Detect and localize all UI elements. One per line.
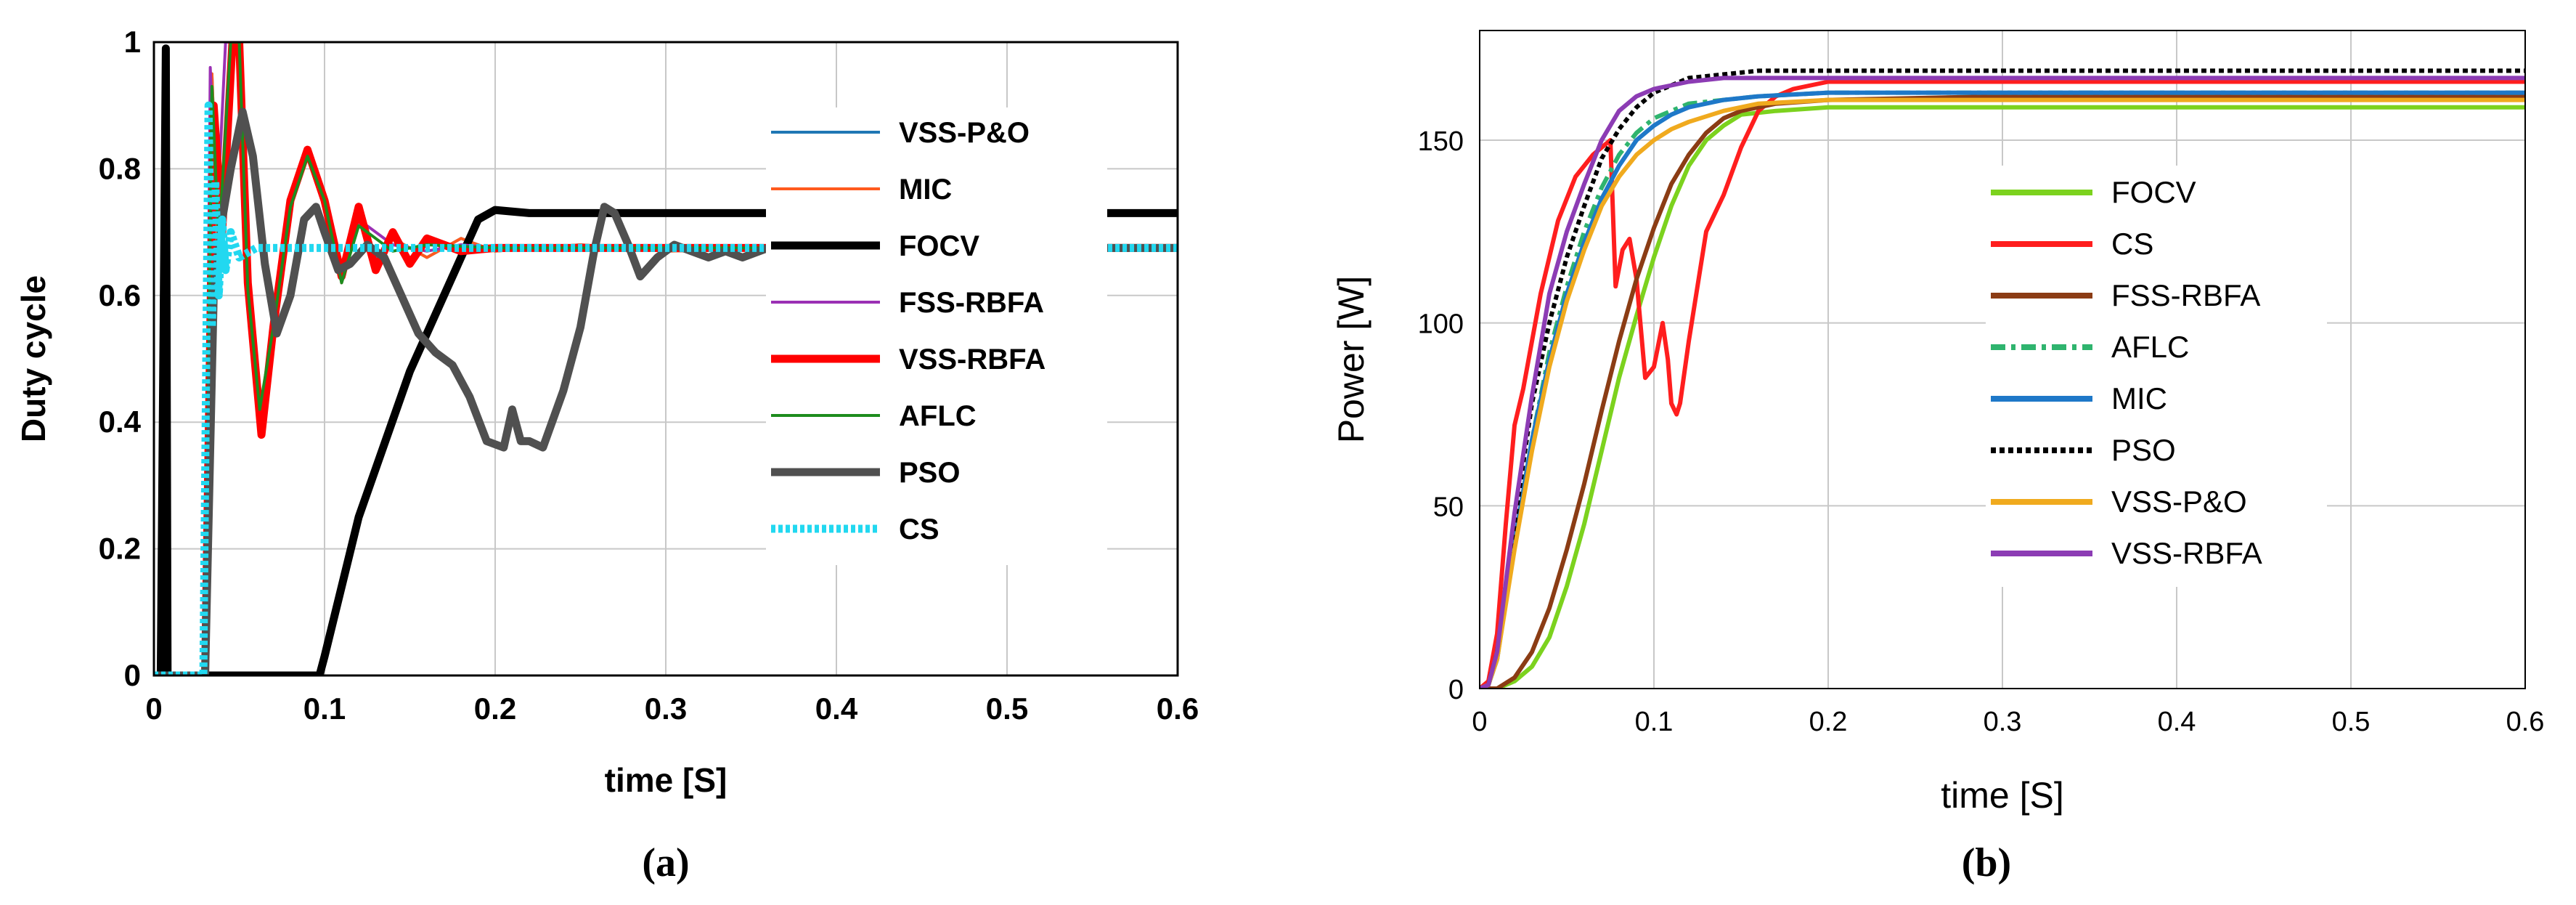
y-tick-label: 0.2 bbox=[99, 532, 141, 566]
plot-a-frame bbox=[152, 41, 1179, 677]
legend-label-aflc: AFLC bbox=[2111, 330, 2189, 364]
y-tick-label: 0.8 bbox=[99, 151, 141, 185]
legend-label-focv: FOCV bbox=[2111, 175, 2196, 209]
y-tick-label: 0 bbox=[1448, 675, 1464, 705]
plot-b-ticks: 0 0.1 0.2 0.3 0.4 0.5 0.6 0 50 100 150 bbox=[1418, 126, 2545, 737]
plot-a-ticks: 0 0.1 0.2 0.3 0.4 0.5 0.6 0 0.2 0.4 0.6 0.8 1 bbox=[99, 25, 1199, 726]
y-tick-label: 0.6 bbox=[99, 278, 141, 312]
x-tick-label: 0 bbox=[1472, 707, 1487, 737]
y-tick-label: 50 bbox=[1433, 492, 1464, 522]
legend-label-mic: MIC bbox=[2111, 381, 2167, 415]
legend-label-fss-rbfa: FSS-RBFA bbox=[899, 287, 1044, 319]
y-tick-label: 1 bbox=[124, 25, 141, 59]
plot-a-series bbox=[154, 42, 1178, 675]
y-tick-label: 0 bbox=[124, 658, 141, 692]
panel-a: VSS-P&OMICFOCVFSS-RBFAVSS-RBFAAFLCPSOCS … bbox=[15, 25, 1199, 885]
legend-b: FOCV CS FSS-RBFA AFLC MIC PSO VSS-P&O VSS-RBFA bbox=[1991, 175, 2262, 570]
x-tick-label: 0.4 bbox=[2158, 707, 2196, 737]
x-tick-label: 0.1 bbox=[303, 691, 346, 726]
plot-b-series bbox=[1480, 68, 2525, 689]
x-tick-label: 0.5 bbox=[2332, 707, 2371, 737]
series-line-focv bbox=[1480, 105, 2525, 689]
y-tick-label: 100 bbox=[1418, 309, 1464, 340]
x-tick-label: 0.4 bbox=[815, 691, 858, 726]
series-line-vss-pando bbox=[1480, 97, 2525, 689]
y-axis-label-a: Duty cycle bbox=[15, 275, 52, 442]
legend-label-aflc: AFLC bbox=[899, 400, 977, 432]
panel-b: FOCVCSFSS-RBFAAFLCMICPSOVSS-P&OVSS-RBFA … bbox=[1331, 30, 2545, 885]
y-tick-label: 0.4 bbox=[99, 405, 142, 439]
x-tick-label: 0.6 bbox=[1157, 691, 1199, 726]
x-tick-label: 0.3 bbox=[1984, 707, 2022, 737]
x-axis-label-b: time [S] bbox=[1941, 775, 2063, 816]
x-tick-label: 0.2 bbox=[1809, 707, 1848, 737]
series-line-cs bbox=[1480, 79, 2525, 689]
legend-label-pso: PSO bbox=[2111, 433, 2176, 467]
x-tick-label: 0.5 bbox=[986, 691, 1028, 726]
x-tick-label: 0.2 bbox=[474, 691, 516, 726]
legend-label-focv: FOCV bbox=[899, 230, 979, 262]
legend-label-vss-pando: VSS-P&O bbox=[899, 117, 1030, 149]
legend-label-fss-rbfa: FSS-RBFA bbox=[2111, 278, 2260, 312]
x-tick-label: 0.1 bbox=[1635, 707, 1674, 737]
legend-label-vss-rbfa: VSS-RBFA bbox=[899, 344, 1046, 376]
y-tick-label: 150 bbox=[1418, 126, 1464, 157]
series-line-cs bbox=[154, 101, 1178, 675]
x-tick-label: 0.6 bbox=[2506, 707, 2545, 737]
legend-b-box bbox=[1986, 166, 2327, 587]
x-tick-label: 0 bbox=[145, 691, 162, 726]
legend-a: VSS-P&O MIC FOCV FSS-RBFA VSS-RBFA AFLC PSO CS bbox=[771, 117, 1046, 545]
legend-label-vss-pando: VSS-P&O bbox=[2111, 484, 2247, 519]
legend-label-cs: CS bbox=[2111, 227, 2153, 261]
plot-b-frame bbox=[1479, 30, 2526, 689]
x-axis-label-a: time [S] bbox=[605, 761, 727, 799]
y-axis-label-b: Power [W] bbox=[1331, 276, 1371, 444]
caption-a: (a) bbox=[642, 840, 689, 885]
legend-label-cs: CS bbox=[899, 514, 939, 545]
x-tick-label: 0.3 bbox=[645, 691, 687, 726]
legend-label-vss-rbfa: VSS-RBFA bbox=[2111, 536, 2262, 570]
series-line-vss-rbfa bbox=[1480, 76, 2525, 689]
legend-label-pso: PSO bbox=[899, 457, 960, 489]
series-line-focv bbox=[154, 44, 1178, 675]
legend-label-mic: MIC bbox=[899, 174, 952, 206]
legend-a-box bbox=[766, 107, 1107, 565]
caption-b: (b) bbox=[1962, 840, 2011, 885]
